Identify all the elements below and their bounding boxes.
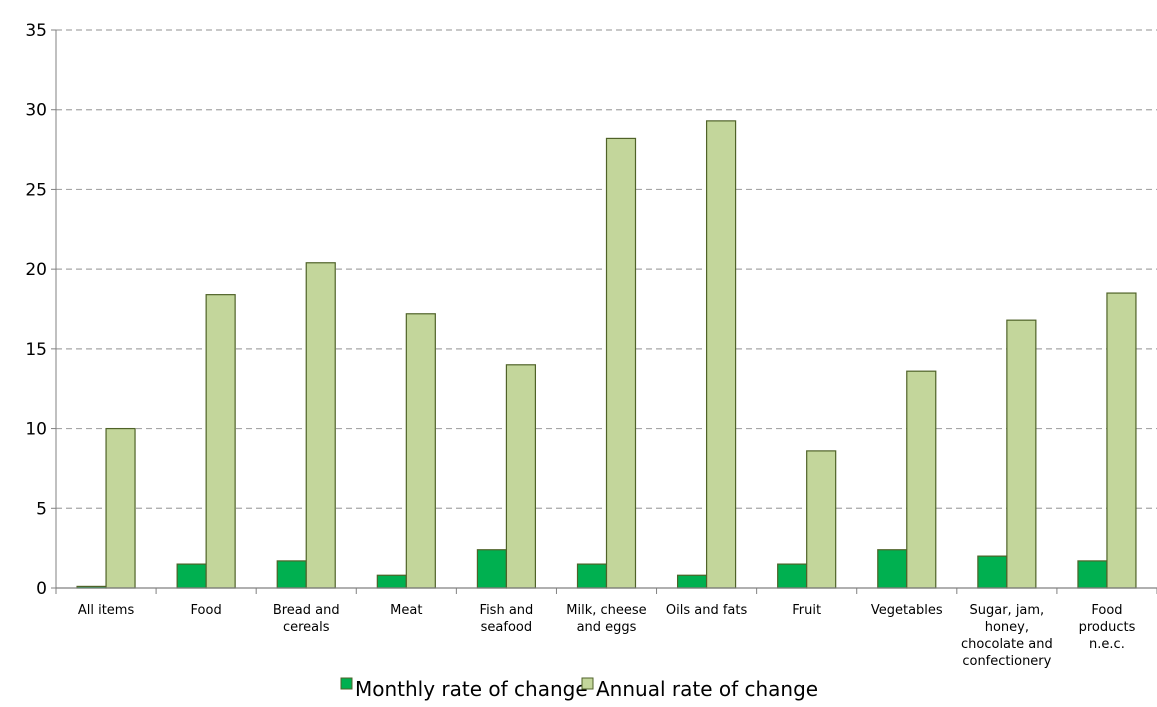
x-tick-label-line: n.e.c. xyxy=(1089,637,1125,652)
bar-annual xyxy=(405,313,436,589)
x-tick-label-line: and eggs xyxy=(577,620,637,635)
legend-label: Annual rate of change xyxy=(596,677,818,701)
x-tick-label: Fruit xyxy=(792,603,821,618)
x-tick-label-line: Milk, cheese xyxy=(566,603,646,618)
x-axis: All items Food Bread and cereals Meat Fish an… xyxy=(55,587,1157,669)
x-tick-label: Oils and fats xyxy=(666,603,748,618)
x-tick-label-line: products xyxy=(1079,620,1136,635)
x-tick-label: Vegetables xyxy=(871,603,943,618)
bar-annual xyxy=(505,364,537,589)
x-tick-label: Sugar, jam, honey, chocolate and confection… xyxy=(961,603,1053,669)
y-tick-label: 0 xyxy=(36,579,47,599)
bar-annual xyxy=(1106,292,1137,589)
y-tick-label: 30 xyxy=(25,101,47,121)
bar-monthly xyxy=(877,549,908,589)
bar-monthly xyxy=(576,563,608,589)
x-tick-label-line: Food xyxy=(191,603,222,618)
x-tick-label-line: All items xyxy=(78,603,135,618)
bars xyxy=(76,120,1137,589)
x-tick-label-line: Meat xyxy=(390,603,422,618)
bar-monthly xyxy=(476,549,508,589)
x-tick-label-line: confectionery xyxy=(962,654,1051,669)
bar-annual xyxy=(105,427,136,589)
bar-monthly xyxy=(676,574,708,589)
x-tick-label-line: Bread and xyxy=(273,603,340,618)
bar-monthly xyxy=(1077,560,1108,589)
x-tick-label-line: Fish and xyxy=(480,603,534,618)
y-axis: 0 5 10 15 20 25 30 35 xyxy=(25,21,57,599)
legend-swatch-monthly xyxy=(340,677,353,690)
x-tick-label-line: Oils and fats xyxy=(666,603,748,618)
x-tick-label-line: cereals xyxy=(283,620,330,635)
bar-monthly xyxy=(176,563,207,589)
x-tick-label: Milk, cheese and eggs xyxy=(566,603,646,635)
x-tick-label-line: chocolate and xyxy=(961,637,1053,652)
y-tick-label: 15 xyxy=(25,340,47,360)
legend: Monthly rate of change Annual rate of cha… xyxy=(340,677,818,701)
x-tick-label: Food xyxy=(191,603,222,618)
bar-annual xyxy=(906,370,937,589)
x-tick-label-line: Sugar, jam, xyxy=(970,603,1045,618)
x-tick-label: All items xyxy=(78,603,135,618)
y-tick-label: 25 xyxy=(25,180,47,200)
bar-annual xyxy=(605,137,637,589)
y-tick-label: 5 xyxy=(36,499,47,519)
y-tick-label: 35 xyxy=(25,21,47,41)
x-tick-label-line: seafood xyxy=(481,620,532,635)
bar-annual xyxy=(305,262,336,589)
x-tick-label-line: Food xyxy=(1091,603,1122,618)
x-tick-label-line: honey, xyxy=(985,620,1029,635)
bar-annual xyxy=(1006,319,1037,589)
x-tick-label: Meat xyxy=(390,603,422,618)
x-tick-label: Food products n.e.c. xyxy=(1079,603,1136,652)
bar-monthly xyxy=(977,555,1008,589)
bar-annual xyxy=(705,120,737,589)
y-tick-label: 10 xyxy=(25,420,47,440)
x-tick-label-line: Fruit xyxy=(792,603,821,618)
bar-monthly xyxy=(777,563,808,589)
y-tick-label: 20 xyxy=(25,260,47,280)
legend-label: Monthly rate of change xyxy=(355,677,588,701)
legend-swatch-annual xyxy=(581,677,594,690)
bar-monthly xyxy=(276,560,307,589)
x-tick-label: Fish and seafood xyxy=(480,603,534,635)
bar-annual xyxy=(806,450,837,589)
bar-annual xyxy=(205,294,236,589)
bar-monthly xyxy=(376,574,407,589)
x-tick-label-line: Vegetables xyxy=(871,603,943,618)
x-tick-label: Bread and cereals xyxy=(273,603,340,635)
